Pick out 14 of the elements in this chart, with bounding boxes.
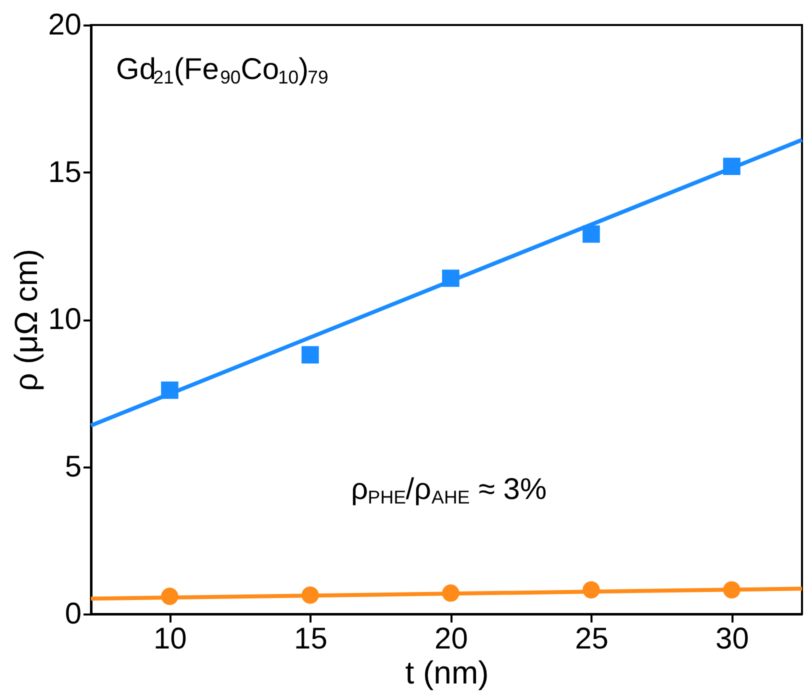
x-axis-title: t (nm)	[405, 654, 489, 690]
y-tick-label: 15	[48, 156, 82, 189]
y-tick-label: 20	[48, 8, 82, 42]
x-tick-label: 25	[575, 622, 608, 656]
point	[302, 346, 319, 364]
y-tick-label: 0	[64, 598, 82, 630]
y-tick-label: 5	[64, 450, 82, 484]
y-axis-title: ρ (μΩ cm)	[8, 248, 44, 392]
x-tick-label: 30	[716, 622, 749, 656]
x-tick-label: 10	[154, 622, 187, 656]
y-tick-label: 10	[48, 303, 82, 336]
x-tick-label: 15	[294, 622, 328, 656]
point	[582, 225, 600, 243]
x-tick-label: 20	[434, 622, 468, 656]
